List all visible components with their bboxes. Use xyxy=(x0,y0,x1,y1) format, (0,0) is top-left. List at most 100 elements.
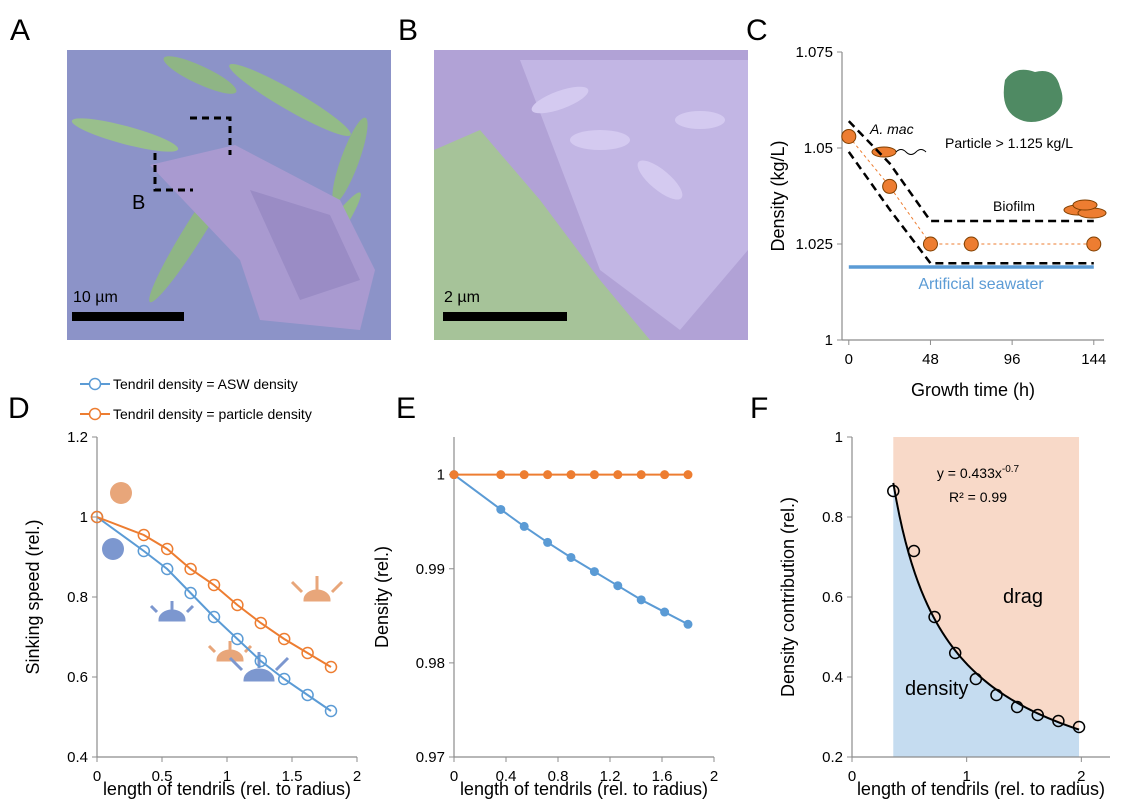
y-tick-label: 0.8 xyxy=(67,589,88,606)
y-tick-label: 1 xyxy=(835,429,843,446)
data-point xyxy=(566,552,576,562)
y-tick-label: 1.025 xyxy=(795,236,833,253)
series-label: Artificial seawater xyxy=(918,276,1044,293)
data-point xyxy=(449,470,459,480)
series-line xyxy=(96,516,332,712)
fit-equation: y = 0.433x-0.7 xyxy=(937,464,1020,481)
x-tick-label: 1 xyxy=(223,768,231,785)
data-point xyxy=(841,128,857,144)
data-point xyxy=(948,646,962,660)
data-point xyxy=(969,672,983,686)
data-point xyxy=(543,470,553,480)
y-tick-label: 1.2 xyxy=(67,429,88,446)
scale-bar-label: 2 µm xyxy=(444,289,480,306)
data-point xyxy=(324,660,338,674)
y-axis-label: Density contribution (rel.) xyxy=(778,497,798,697)
y-tick-label: 0.97 xyxy=(416,749,445,766)
fit-equation-text: y = 0.433x xyxy=(937,465,1002,481)
region-label: drag xyxy=(1003,586,1043,608)
data-point xyxy=(1072,720,1086,734)
panel-label: D xyxy=(8,392,30,425)
data-point xyxy=(160,562,174,576)
inset-label: B xyxy=(132,192,145,214)
x-tick-label: 0.8 xyxy=(548,768,569,785)
data-point xyxy=(1010,700,1024,714)
data-point xyxy=(231,598,244,612)
data-point xyxy=(589,567,599,577)
series-line xyxy=(453,473,689,626)
data-point xyxy=(301,646,314,660)
x-tick-label: 0 xyxy=(450,768,458,785)
data-point xyxy=(519,521,529,531)
data-point xyxy=(184,586,197,600)
fit-r2: R² = 0.99 xyxy=(949,489,1007,505)
y-tick-label: 0.8 xyxy=(822,509,843,526)
data-point xyxy=(636,595,646,605)
data-point xyxy=(1052,714,1065,728)
region-area xyxy=(893,482,1080,757)
data-point xyxy=(683,619,693,629)
x-tick-label: 1 xyxy=(962,768,970,785)
data-point xyxy=(887,484,900,498)
data-point xyxy=(207,610,221,624)
data-point xyxy=(207,578,221,592)
x-tick-label: 1.5 xyxy=(282,768,303,785)
data-point xyxy=(660,607,670,617)
data-point xyxy=(277,672,291,686)
y-tick-label: 0.4 xyxy=(822,669,843,686)
data-point xyxy=(1031,708,1045,722)
data-point xyxy=(636,470,646,480)
fit-curve xyxy=(892,482,1080,731)
x-axis-label: Growth time (h) xyxy=(911,380,1035,400)
series-line xyxy=(847,120,1094,223)
x-axis-label: length of tendrils (rel. to radius) xyxy=(460,779,708,799)
y-axis-label: Density (kg/L) xyxy=(768,140,788,251)
annotation: A. mac xyxy=(869,121,914,137)
data-point xyxy=(137,528,151,542)
icons xyxy=(102,69,1107,682)
y-tick-label: 0.4 xyxy=(67,749,88,766)
data-point xyxy=(519,470,529,480)
x-tick-label: 0.4 xyxy=(496,768,517,785)
y-tick-label: 0.6 xyxy=(67,669,88,686)
data-point xyxy=(907,544,921,558)
y-tick-label: 0.6 xyxy=(822,589,843,606)
x-tick-label: 0 xyxy=(845,351,853,368)
x-tick-label: 144 xyxy=(1081,351,1106,368)
data-point xyxy=(496,504,506,514)
y-axis-label: Density (rel.) xyxy=(372,546,392,648)
annotation: Particle > 1.125 kg/L xyxy=(945,135,1073,151)
x-tick-label: 1.2 xyxy=(600,768,621,785)
x-tick-label: 96 xyxy=(1004,351,1021,368)
x-tick-label: 2 xyxy=(353,768,361,785)
region-area xyxy=(893,437,1080,730)
panel-label: F xyxy=(750,392,768,425)
data-point xyxy=(324,704,338,718)
x-tick-label: 1.6 xyxy=(652,768,673,785)
region-label: density xyxy=(905,678,968,700)
data-point xyxy=(301,688,314,702)
data-point xyxy=(922,236,938,252)
data-point xyxy=(496,470,506,480)
y-tick-label: 0.98 xyxy=(416,655,445,672)
data-point xyxy=(566,470,576,480)
x-tick-label: 0 xyxy=(848,768,856,785)
panel-label: A xyxy=(10,14,30,47)
data-point xyxy=(277,632,291,646)
x-axis-label: length of tendrils (rel. to radius) xyxy=(103,779,351,799)
data-point xyxy=(613,581,623,591)
series-line xyxy=(848,136,1094,245)
x-tick-label: 2 xyxy=(710,768,718,785)
panel-label: C xyxy=(746,14,768,47)
annotation: Biofilm xyxy=(993,198,1035,214)
data-point xyxy=(683,470,693,480)
panel-label: B xyxy=(398,14,418,47)
data-point xyxy=(1086,236,1102,252)
data-point xyxy=(882,178,898,194)
y-tick-label: 1.05 xyxy=(804,140,833,157)
data-point xyxy=(231,632,244,646)
y-axis-label: Sinking speed (rel.) xyxy=(23,519,43,674)
data-point xyxy=(589,470,599,480)
micrograph-a xyxy=(67,50,391,340)
